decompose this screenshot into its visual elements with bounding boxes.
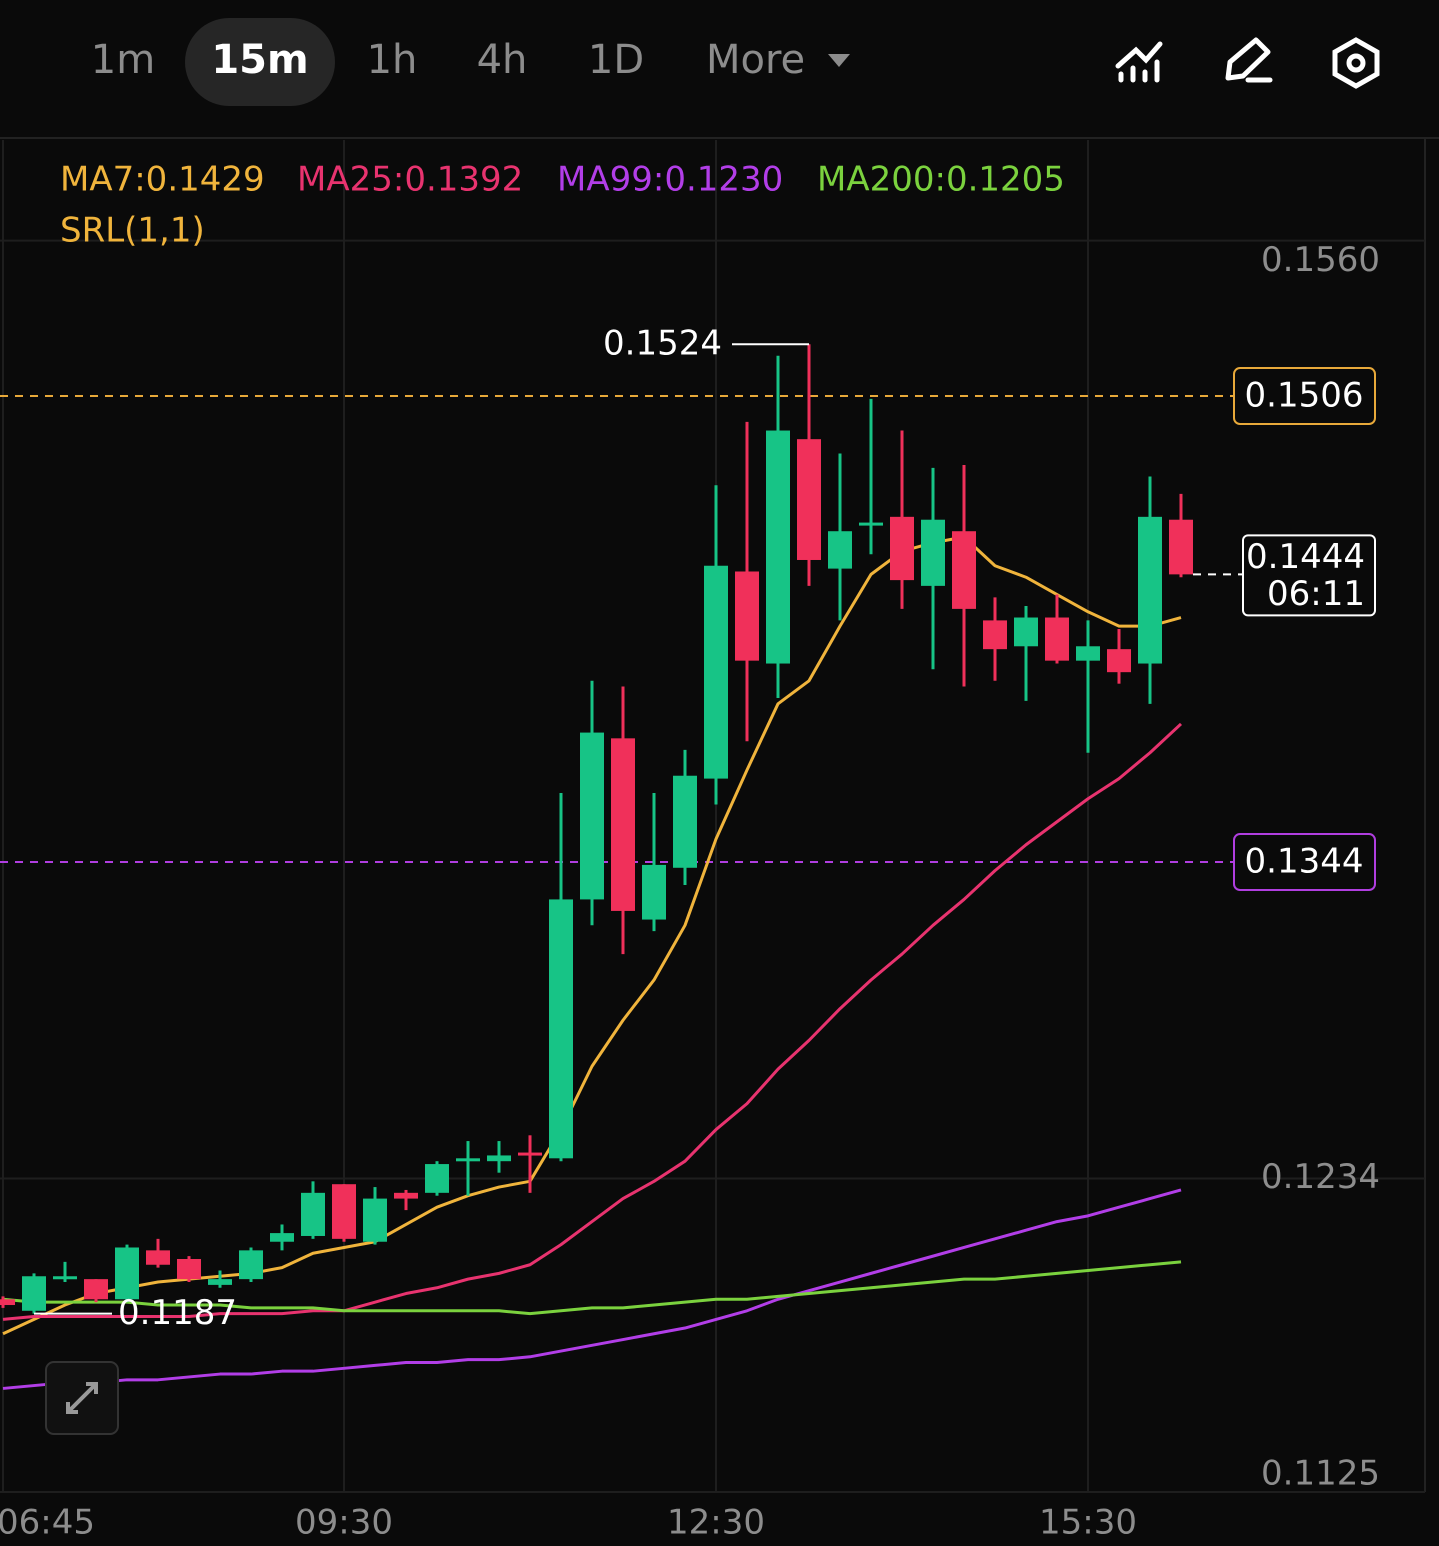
candle-body [1014,617,1038,647]
candle-body [487,1155,511,1162]
tab[interactable]: 4h [477,37,528,83]
toolbar: 1m 15m 1h 4h 1D More [91,18,1380,106]
candle-body [1169,519,1193,575]
high-label: 0.1524 [603,324,722,364]
ma-line [2,1188,1182,1390]
current-price-label: 0.1444 [1246,537,1365,577]
tab[interactable]: 15m [211,37,308,83]
low-label: 0.1187 [118,1293,237,1333]
price-tag-label: 0.1344 [1245,842,1364,882]
candle-body [115,1247,139,1300]
active-tab-pill [185,18,335,106]
draw-icon[interactable] [1225,37,1273,83]
candle-body [766,430,790,664]
grid: 0.1125 0.1234 0.1560 06:45 09:30 12:30 15:30 [0,140,1425,1543]
tab[interactable]: 1D [588,37,644,83]
candle-body [828,531,852,569]
x-tick-label: 15:30 [1039,1503,1137,1543]
indicator-label: SRL(1,1) [60,211,205,251]
candle-body [177,1258,201,1280]
price-tag [1233,833,1376,892]
candle-body [301,1192,325,1236]
candle-body [549,899,573,1159]
candle-body [394,1192,418,1199]
candle-body [518,1152,542,1156]
candle-body [146,1250,170,1265]
tab[interactable]: 1h [367,37,418,83]
current-price-tag [1242,534,1376,617]
y-tick-label: 0.1560 [1261,240,1380,280]
candle-body [1138,516,1162,664]
candle-body [1045,617,1069,661]
candle-body [1107,649,1131,673]
settings-icon[interactable] [1332,37,1380,89]
candle-body [952,531,976,609]
legend-entry: MA200:0.1205 [817,160,1065,200]
candle-body [890,516,914,581]
x-tick-label: 12:30 [667,1503,765,1543]
candle-body [208,1279,232,1285]
candle-body [673,775,697,868]
candle-body [0,1299,15,1306]
y-tick-label: 0.1234 [1261,1157,1380,1197]
price-tag [1233,367,1376,426]
tab[interactable]: 1m [91,37,155,83]
candle-body [983,620,1007,650]
candle-body [84,1279,108,1300]
candle-body [797,439,821,560]
legend-entry: MA25:0.1392 [297,160,523,200]
candle-body [270,1233,294,1242]
indicator-icon[interactable] [1115,41,1163,83]
candle-body [735,571,759,661]
candle-body [239,1250,263,1280]
candle-body [22,1276,46,1311]
ma-line [2,1260,1182,1316]
candle-body [53,1276,77,1280]
candle-body [580,732,604,900]
candle-body [704,565,728,779]
price-tag-label: 0.1506 [1245,376,1364,416]
tab[interactable]: More [706,37,805,83]
dropdown-arrow [828,54,850,67]
legend-entry: MA7:0.1429 [60,160,265,200]
expand-button[interactable] [45,1361,119,1435]
candle-body [1076,646,1100,661]
y-tick-label: 0.1125 [1261,1454,1380,1494]
candle-body [363,1198,387,1242]
legend: MA7:0.1429 MA25:0.1392 MA99:0.1230 MA200… [60,160,1065,251]
x-tick-label: 06:45 [0,1503,95,1543]
candle-body [425,1164,449,1193]
countdown: 06:11 [1267,574,1365,614]
candle-body [921,519,945,586]
legend-entry: MA99:0.1230 [557,160,783,200]
candle-body [642,864,666,920]
x-tick-label: 09:30 [295,1503,393,1543]
candle-body [332,1184,356,1239]
ma-line [2,722,1183,1321]
candle-body [859,522,883,526]
candle-body [611,738,635,911]
candle-body [456,1158,480,1162]
